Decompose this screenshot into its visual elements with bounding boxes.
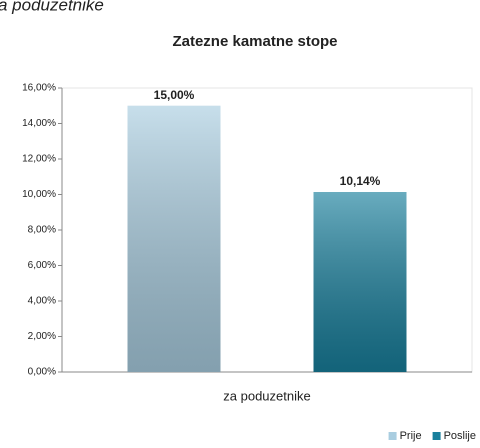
y-tick-label: 14,00% bbox=[22, 118, 56, 129]
x-tick-label: za poduzetnike bbox=[223, 388, 310, 403]
legend-swatch bbox=[432, 432, 441, 440]
y-tick-label: 16,00% bbox=[22, 83, 56, 94]
bar-shade bbox=[127, 105, 221, 372]
y-tick-label: 12,00% bbox=[22, 154, 56, 165]
y-tick-label: 10,00% bbox=[22, 189, 56, 200]
caption: a poduzetnike bbox=[0, 0, 104, 14]
y-tick-label: 2,00% bbox=[28, 331, 56, 342]
bar-shade bbox=[313, 192, 407, 372]
plot-frame bbox=[61, 87, 473, 373]
y-tick-label: 0,00% bbox=[28, 367, 56, 378]
legend-swatch bbox=[388, 432, 397, 440]
data-label: 10,14% bbox=[340, 174, 381, 188]
chart-title: Zatezne kamatne stope bbox=[172, 33, 337, 50]
y-tick-label: 4,00% bbox=[28, 296, 56, 307]
legend-label: Prije bbox=[400, 430, 422, 442]
data-label: 15,00% bbox=[154, 88, 195, 102]
legend-label: Poslije bbox=[444, 430, 476, 442]
y-tick-label: 8,00% bbox=[28, 225, 56, 236]
y-tick-label: 6,00% bbox=[28, 260, 56, 271]
